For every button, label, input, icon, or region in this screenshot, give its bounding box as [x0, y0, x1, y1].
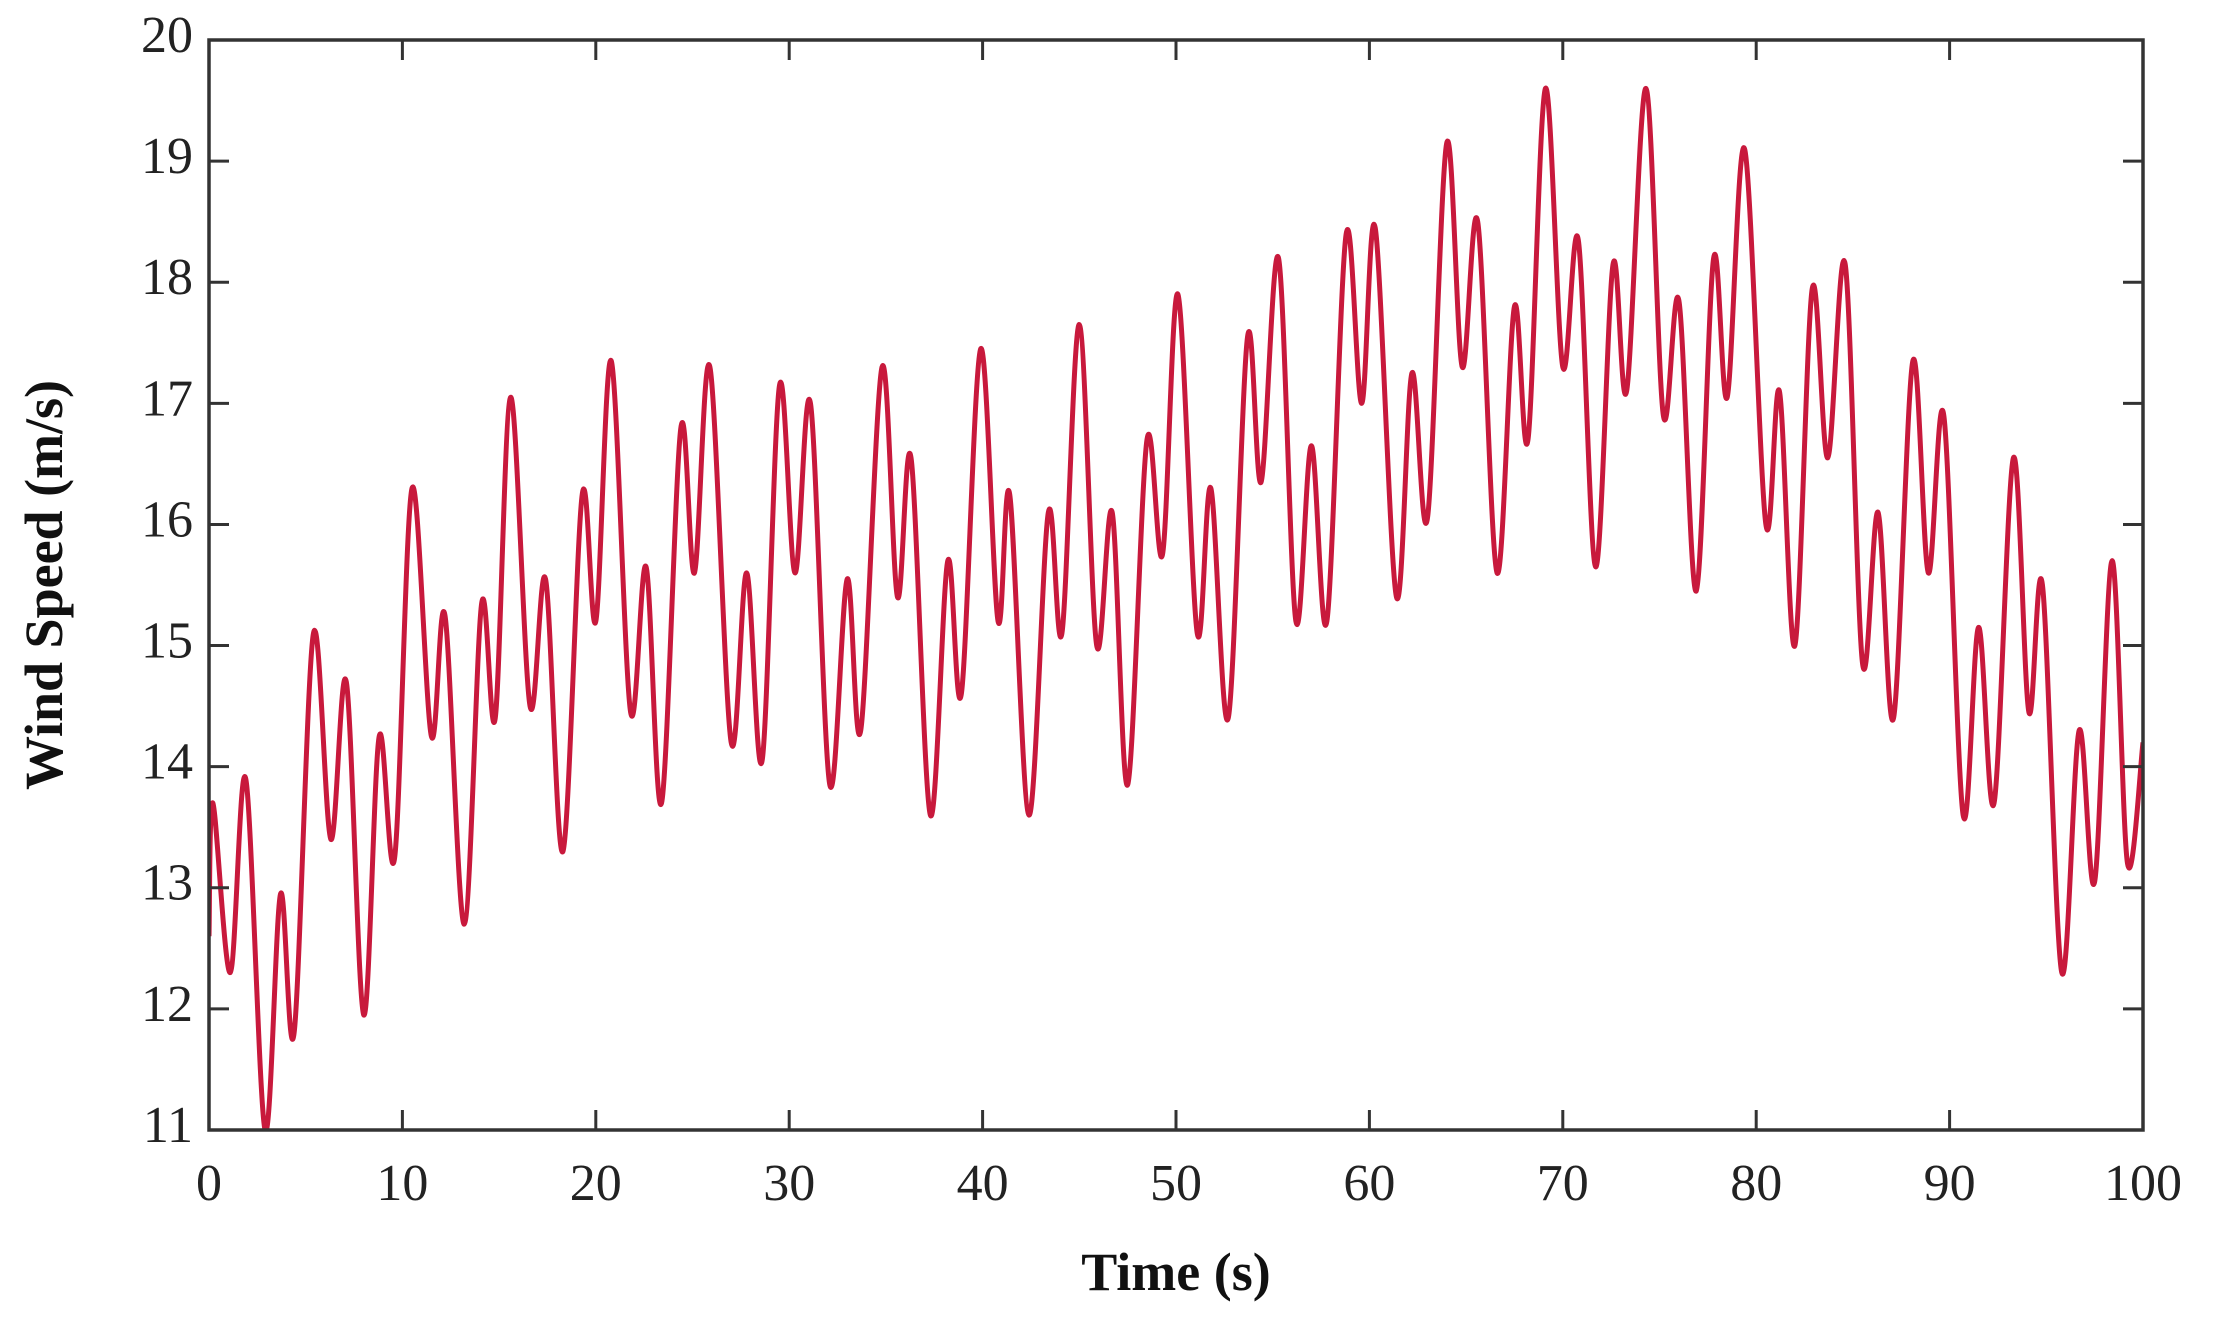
x-tick-label: 60: [1343, 1155, 1395, 1212]
x-tick-label: 20: [570, 1155, 622, 1212]
y-tick-label: 19: [141, 128, 193, 185]
x-tick-label: 100: [2104, 1155, 2182, 1212]
y-tick-label: 14: [141, 734, 193, 791]
y-tick-label: 17: [141, 370, 193, 427]
x-tick-label: 80: [1730, 1155, 1782, 1212]
data-line: [209, 85, 2143, 1130]
x-tick-label: 90: [1924, 1155, 1976, 1212]
x-tick-label: 40: [957, 1155, 1009, 1212]
y-tick-label: 12: [141, 976, 193, 1033]
x-tick-label: 0: [196, 1155, 222, 1212]
y-tick-label: 20: [141, 7, 193, 64]
y-tick-label: 18: [141, 249, 193, 306]
y-axis-label: Wind Speed (m/s): [14, 380, 74, 790]
y-tick-label: 11: [143, 1097, 193, 1154]
y-tick-label: 13: [141, 855, 193, 912]
y-tick-label: 16: [141, 491, 193, 548]
x-tick-label: 30: [763, 1155, 815, 1212]
x-tick-label: 50: [1150, 1155, 1202, 1212]
y-tick-label: 15: [141, 612, 193, 669]
x-tick-label: 10: [376, 1155, 428, 1212]
x-axis-label: Time (s): [1081, 1242, 1270, 1302]
x-tick-label: 70: [1537, 1155, 1589, 1212]
